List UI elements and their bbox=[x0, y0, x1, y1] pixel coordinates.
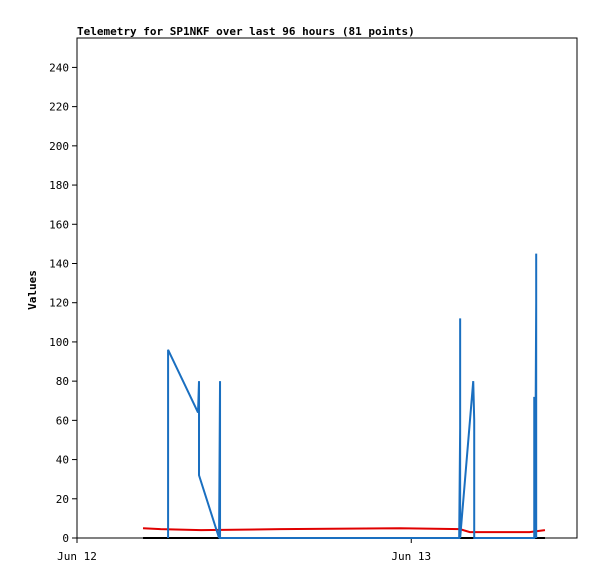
data-line bbox=[142, 527, 546, 534]
y-tick-label: 20 bbox=[56, 493, 69, 506]
y-tick-label: 40 bbox=[56, 454, 69, 467]
y-tick-label: 200 bbox=[49, 140, 69, 153]
y-tick-label: 0 bbox=[62, 532, 69, 545]
x-tick-label: Jun 13 bbox=[391, 550, 431, 563]
y-tick-label: 160 bbox=[49, 218, 69, 231]
y-tick-label: 140 bbox=[49, 257, 69, 270]
data-line bbox=[167, 253, 538, 539]
y-tick-label: 60 bbox=[56, 414, 69, 427]
chart-title: Telemetry for SP1NKF over last 96 hours … bbox=[77, 25, 415, 38]
y-tick-label: 220 bbox=[49, 101, 69, 114]
y-tick-label: 240 bbox=[49, 61, 69, 74]
y-axis-label: Values bbox=[26, 270, 39, 310]
y-tick-label: 100 bbox=[49, 336, 69, 349]
y-tick-label: 180 bbox=[49, 179, 69, 192]
y-tick-label: 120 bbox=[49, 297, 69, 310]
x-tick-label: Jun 12 bbox=[57, 550, 97, 563]
y-tick-label: 80 bbox=[56, 375, 69, 388]
